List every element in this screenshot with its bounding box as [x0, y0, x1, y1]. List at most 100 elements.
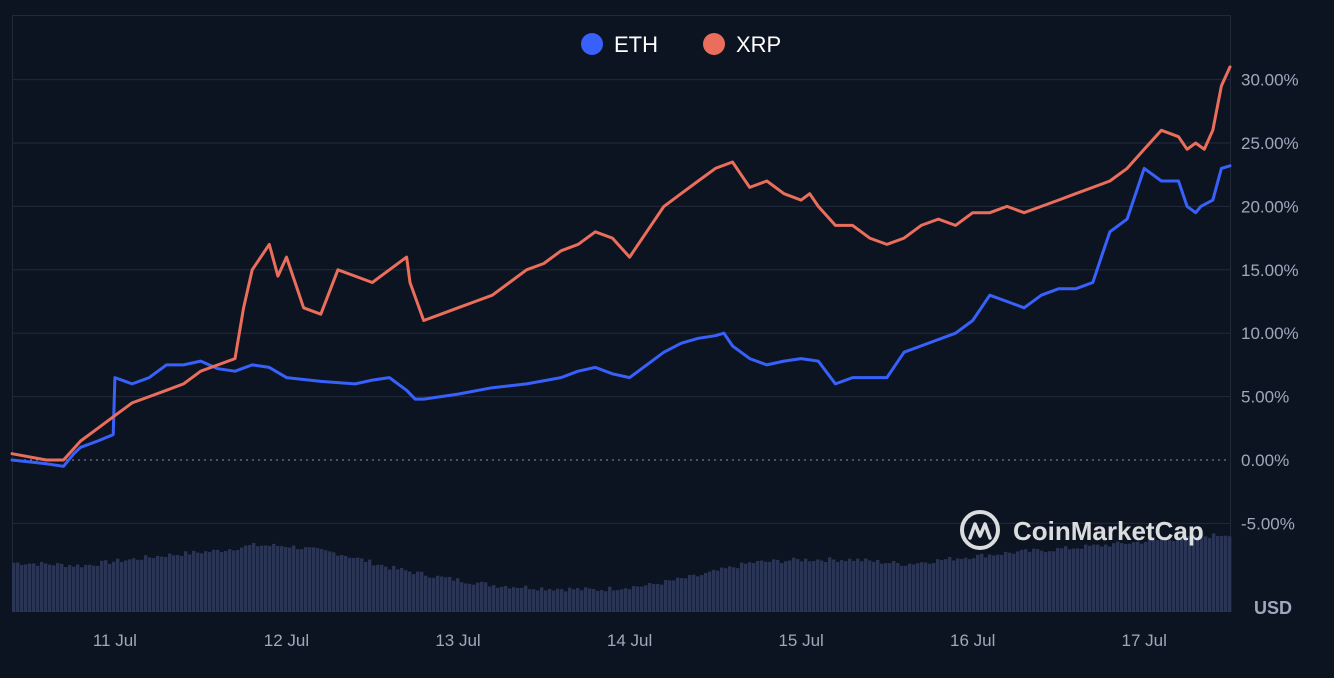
series-line-xrp[interactable]: [10, 65, 1232, 462]
volume-bar: [1012, 553, 1016, 612]
volume-bar: [376, 564, 380, 612]
volume-bar: [1180, 538, 1184, 612]
volume-bar: [536, 590, 540, 612]
volume-bar: [1024, 549, 1028, 612]
volume-bar: [156, 556, 160, 612]
volume-bar: [1080, 548, 1084, 612]
volume-bar: [792, 557, 796, 612]
volume-bar: [1184, 535, 1188, 612]
series-line-eth[interactable]: [10, 164, 1232, 468]
volume-bar: [492, 585, 496, 612]
volume-bar: [688, 575, 692, 612]
volume-bar: [980, 553, 984, 612]
volume-bar: [1196, 537, 1200, 612]
volume-bar: [580, 590, 584, 612]
volume-bar: [216, 549, 220, 612]
volume-bar: [128, 559, 132, 612]
volume-bar: [84, 564, 88, 612]
volume-bar: [824, 561, 828, 612]
legend-swatch-eth[interactable]: [581, 33, 603, 55]
volume-bar: [448, 576, 452, 612]
volume-bar: [872, 561, 876, 612]
volume-bar: [1204, 536, 1208, 612]
volume-bar: [780, 563, 784, 612]
volume-bar: [860, 561, 864, 612]
volume-bar: [436, 575, 440, 612]
volume-bar: [340, 554, 344, 612]
volume-bar: [868, 560, 872, 612]
volume-bar: [504, 586, 508, 612]
volume-bar: [716, 570, 720, 612]
x-tick-label: 15 Jul: [778, 631, 823, 650]
legend-swatch-xrp[interactable]: [703, 33, 725, 55]
volume-bar: [472, 584, 476, 612]
volume-bar: [1044, 552, 1048, 612]
volume-bars: [12, 533, 1232, 612]
volume-bar: [880, 563, 884, 612]
volume-bar: [952, 560, 956, 612]
volume-bar: [1068, 549, 1072, 612]
volume-bar: [708, 571, 712, 612]
volume-bar: [384, 566, 388, 612]
volume-bar: [628, 589, 632, 612]
volume-bar: [940, 560, 944, 612]
volume-bar: [664, 579, 668, 612]
volume-bar: [1020, 549, 1024, 612]
volume-bar: [444, 577, 448, 612]
volume-bar: [272, 543, 276, 612]
volume-bar: [332, 552, 336, 612]
volume-bar: [484, 582, 488, 612]
volume-bar: [1064, 546, 1068, 612]
volume-bar: [248, 545, 252, 612]
volume-bar: [204, 551, 208, 612]
volume-bar: [28, 563, 32, 612]
volume-bar: [48, 564, 52, 612]
volume-bar: [592, 589, 596, 612]
volume-bar: [316, 548, 320, 612]
volume-bar: [400, 568, 404, 612]
volume-bar: [540, 587, 544, 612]
volume-bar: [196, 552, 200, 612]
volume-bar: [984, 557, 988, 612]
volume-bar: [1212, 533, 1216, 612]
volume-bar: [672, 580, 676, 612]
volume-bar: [512, 587, 516, 612]
legend-label-xrp[interactable]: XRP: [736, 32, 781, 57]
volume-bar: [112, 561, 116, 612]
volume-bar: [88, 564, 92, 612]
volume-bar: [136, 559, 140, 612]
volume-bar: [836, 561, 840, 612]
volume-bar: [904, 565, 908, 612]
volume-bar: [144, 555, 148, 612]
volume-bar: [264, 545, 268, 612]
volume-bar: [360, 558, 364, 612]
volume-bar: [1168, 539, 1172, 612]
volume-bar: [312, 547, 316, 612]
volume-bar: [192, 550, 196, 612]
volume-bar: [324, 550, 328, 612]
currency-label: USD: [1254, 598, 1292, 618]
volume-bar: [64, 567, 68, 612]
volume-bar: [864, 558, 868, 612]
volume-bar: [1084, 544, 1088, 612]
volume-bar: [720, 567, 724, 612]
volume-bar: [152, 558, 156, 612]
volume-bar: [468, 583, 472, 612]
volume-bar: [328, 551, 332, 612]
volume-bar: [1100, 546, 1104, 612]
volume-bar: [388, 569, 392, 612]
volume-bar: [236, 549, 240, 612]
x-axis-ticks: 11 Jul 12 Jul 13 Jul 14 Jul 15 Jul 16 Jul 17 J…: [93, 631, 1167, 650]
volume-bar: [692, 574, 696, 612]
volume-bar: [556, 588, 560, 612]
volume-bar: [1116, 541, 1120, 612]
legend-label-eth[interactable]: ETH: [614, 32, 658, 57]
volume-bar: [120, 562, 124, 612]
volume-bar: [500, 586, 504, 612]
volume-bar: [936, 559, 940, 612]
volume-bar: [1092, 544, 1096, 612]
volume-bar: [960, 559, 964, 612]
volume-bar: [116, 558, 120, 612]
volume-bar: [460, 582, 464, 612]
